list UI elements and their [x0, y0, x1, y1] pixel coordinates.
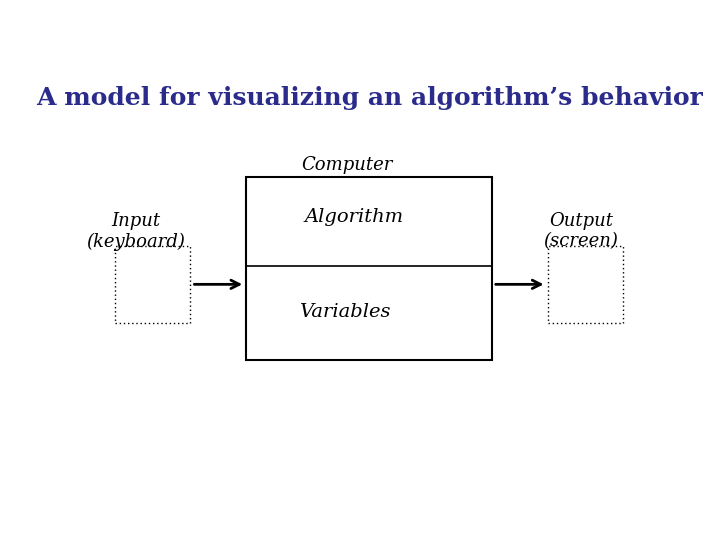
Bar	[547, 246, 623, 322]
Bar	[246, 177, 492, 360]
Text: A model for visualizing an algorithm’s behavior: A model for visualizing an algorithm’s b…	[35, 86, 703, 110]
Text: Output
(screen): Output (screen)	[544, 212, 618, 251]
Bar	[115, 246, 190, 322]
Text: Input
(keyboard): Input (keyboard)	[86, 212, 185, 251]
Text: Variables: Variables	[300, 303, 391, 321]
Text: Algorithm: Algorithm	[305, 207, 404, 226]
Text: Computer: Computer	[301, 156, 392, 173]
